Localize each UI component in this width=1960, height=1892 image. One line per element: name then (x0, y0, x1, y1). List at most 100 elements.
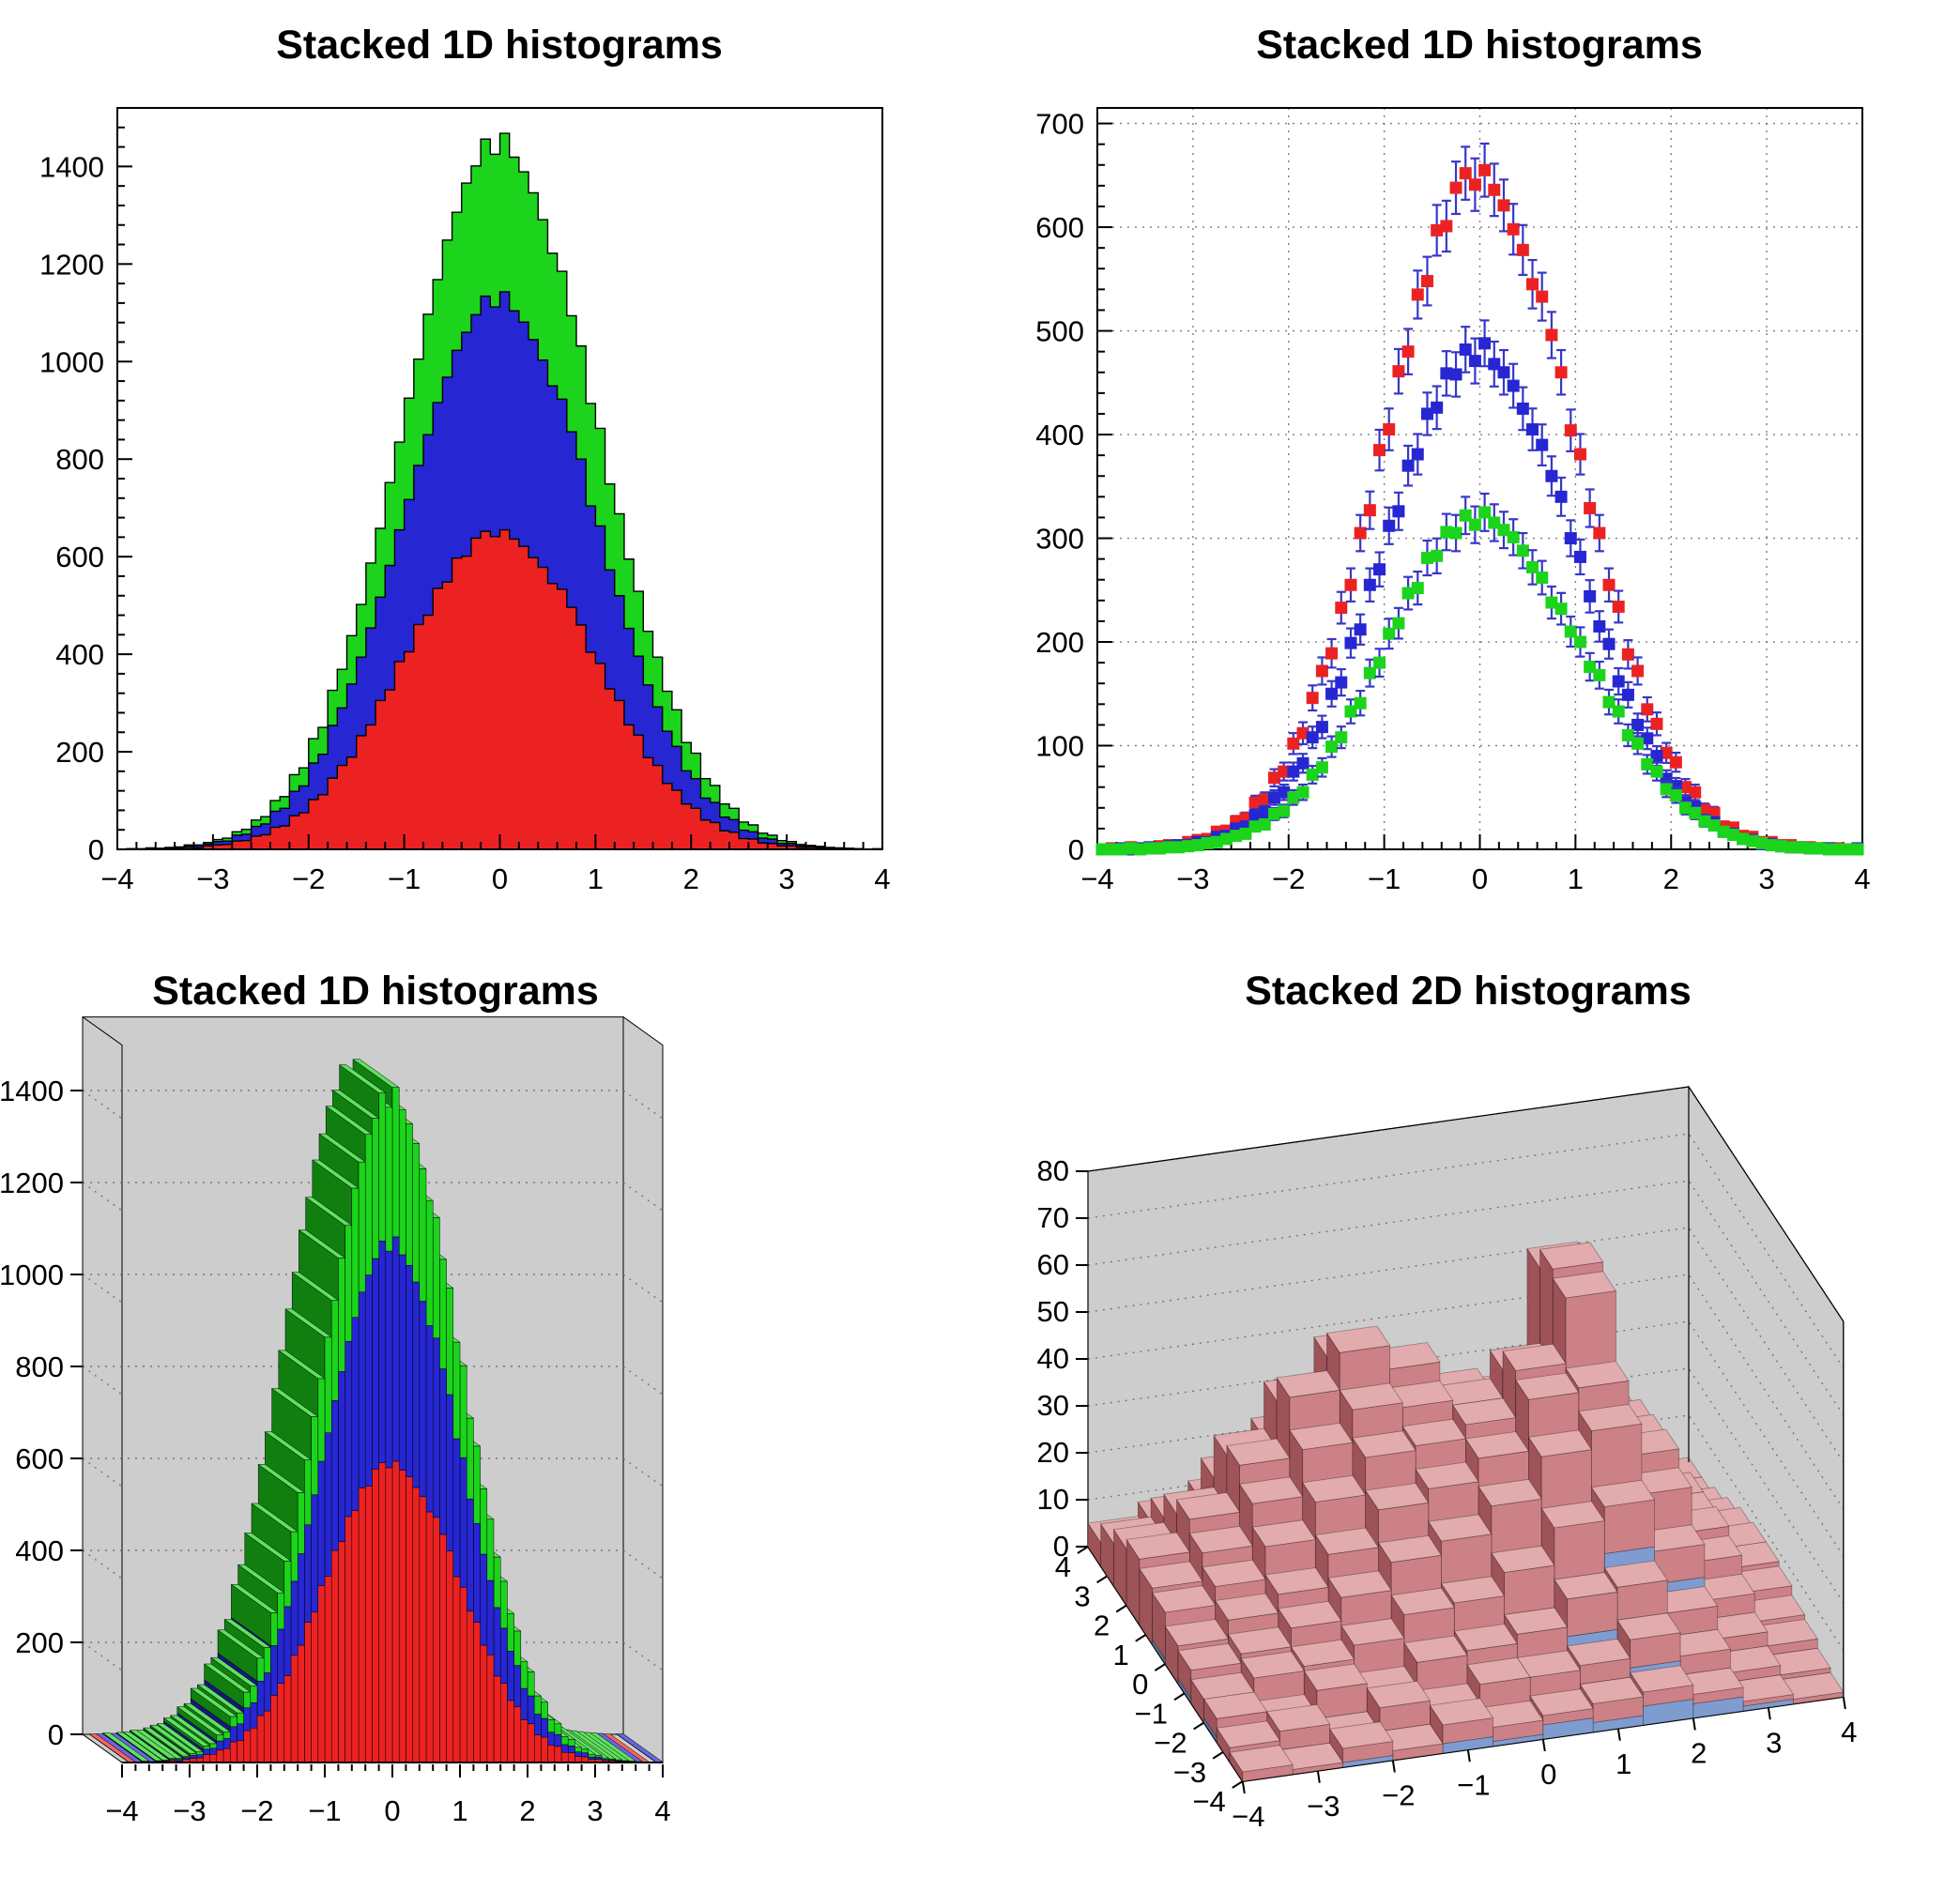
series-h2 (1095, 319, 1864, 856)
svg-text:−3: −3 (196, 862, 229, 895)
svg-text:0: 0 (492, 862, 508, 895)
svg-text:1: 1 (588, 862, 604, 895)
svg-text:800: 800 (15, 1350, 64, 1383)
axes: −4 −3 −2 −1 0 1 2 3 4 0 100 200 300 400 500 600 700 (1035, 107, 1871, 895)
svg-text:−3: −3 (1307, 1790, 1340, 1823)
svg-text:60: 60 (1037, 1248, 1069, 1281)
svg-text:−1: −1 (388, 862, 421, 895)
svg-text:−2: −2 (1272, 862, 1305, 895)
svg-text:0: 0 (1132, 1668, 1148, 1701)
x-axis: −4 −3 −2 −1 0 1 2 3 4 (105, 1762, 671, 1827)
box-edges (1087, 1086, 1845, 1697)
svg-text:1: 1 (1568, 862, 1584, 895)
svg-text:3: 3 (587, 1794, 603, 1827)
svg-text:40: 40 (1037, 1342, 1069, 1375)
svg-text:3: 3 (1074, 1579, 1090, 1612)
pad-3-title: Stacked 1D histograms (152, 969, 599, 1014)
svg-text:−2: −2 (240, 1794, 273, 1827)
z-axis: 0 200 400 600 800 1000 1200 1400 (0, 1075, 83, 1751)
svg-text:−2: −2 (1382, 1779, 1415, 1812)
svg-text:−2: −2 (292, 862, 325, 895)
svg-text:−3: −3 (173, 1794, 206, 1827)
pad-4-title: Stacked 2D histograms (1245, 969, 1692, 1014)
svg-text:3: 3 (779, 862, 795, 895)
svg-text:20: 20 (1037, 1436, 1069, 1469)
svg-text:600: 600 (1035, 211, 1084, 244)
svg-text:100: 100 (1035, 730, 1084, 763)
svg-text:0: 0 (384, 1794, 400, 1827)
svg-text:1400: 1400 (0, 1075, 64, 1107)
chart-markers-errors: −4 −3 −2 −1 0 1 2 3 4 0 100 200 300 400 500 600 700 (1035, 107, 1871, 895)
svg-text:2: 2 (1663, 862, 1679, 895)
svg-text:30: 30 (1037, 1389, 1069, 1422)
svg-text:2: 2 (1691, 1737, 1707, 1770)
pad-markers-errors: −4 −3 −2 −1 0 1 2 3 4 0 100 200 300 400 500 600 700 Stac… (980, 0, 1960, 946)
svg-text:3: 3 (1759, 862, 1775, 895)
svg-text:1200: 1200 (0, 1167, 64, 1199)
svg-text:300: 300 (1035, 523, 1084, 556)
layer-h1 (117, 528, 882, 850)
svg-text:1400: 1400 (39, 150, 104, 183)
svg-text:0: 0 (1472, 862, 1488, 895)
svg-text:50: 50 (1037, 1295, 1069, 1328)
svg-text:1200: 1200 (39, 248, 104, 281)
svg-text:400: 400 (15, 1534, 64, 1567)
svg-text:600: 600 (15, 1442, 64, 1475)
svg-text:−4: −4 (1192, 1785, 1225, 1818)
svg-text:800: 800 (55, 443, 104, 476)
svg-text:1000: 1000 (39, 345, 104, 378)
svg-text:−4: −4 (100, 862, 133, 895)
chart-stacked-filled: −4 −3 −2 −1 0 1 2 3 4 0 200 400 600 800 1000 1200 1400 (39, 107, 891, 895)
lego-bars (88, 1059, 664, 1763)
svg-text:1000: 1000 (0, 1259, 64, 1291)
svg-text:0: 0 (1053, 1530, 1069, 1563)
svg-text:0: 0 (1540, 1758, 1556, 1791)
svg-text:−1: −1 (1135, 1697, 1168, 1730)
svg-text:−4: −4 (105, 1794, 138, 1827)
grid (1096, 108, 1863, 850)
svg-text:−3: −3 (1176, 862, 1209, 895)
svg-text:1: 1 (1615, 1747, 1631, 1780)
svg-text:2: 2 (1094, 1610, 1110, 1642)
svg-text:−1: −1 (1457, 1768, 1490, 1801)
svg-text:2: 2 (519, 1794, 535, 1827)
svg-text:80: 80 (1037, 1154, 1069, 1187)
svg-text:−2: −2 (1154, 1727, 1187, 1760)
lego2d-bars (1087, 1241, 1845, 1783)
svg-text:400: 400 (1035, 419, 1084, 451)
svg-text:10: 10 (1037, 1483, 1069, 1516)
svg-text:0: 0 (88, 833, 104, 866)
svg-text:0: 0 (1068, 833, 1084, 866)
svg-text:4: 4 (1841, 1716, 1857, 1748)
pad-1-title: Stacked 1D histograms (276, 23, 723, 68)
z-axis: 0 10 20 30 40 50 60 70 80 (1037, 1154, 1089, 1563)
svg-text:4: 4 (1055, 1550, 1071, 1583)
svg-text:−4: −4 (1232, 1800, 1264, 1833)
svg-text:500: 500 (1035, 315, 1084, 348)
svg-text:200: 200 (55, 736, 104, 769)
svg-text:4: 4 (1854, 862, 1870, 895)
svg-text:70: 70 (1037, 1201, 1069, 1234)
svg-text:−3: −3 (1173, 1756, 1206, 1789)
svg-text:2: 2 (683, 862, 699, 895)
pad-stack-filled: −4 −3 −2 −1 0 1 2 3 4 0 200 400 600 800 1000 1200 1400 S… (0, 0, 980, 946)
svg-text:−4: −4 (1080, 862, 1113, 895)
pad-stack-lego: 0 200 400 600 800 1000 1200 1400 −4 −3 −2 −1 0 1 2 3 4 S… (0, 946, 980, 1892)
svg-text:600: 600 (55, 541, 104, 573)
svg-text:0: 0 (48, 1718, 64, 1751)
svg-text:200: 200 (15, 1626, 64, 1659)
svg-text:400: 400 (55, 638, 104, 671)
svg-text:3: 3 (1766, 1726, 1782, 1759)
svg-text:4: 4 (654, 1794, 670, 1827)
pad-stack-lego-2d: 0 10 20 30 40 50 60 70 80 −4 −3 −2 −1 0 1 2 3 4 −4 −3 −2 −1 0 1… (980, 946, 1960, 1892)
stack-layers (117, 132, 883, 850)
svg-text:4: 4 (874, 862, 890, 895)
chart-stacked-lego: 0 200 400 600 800 1000 1200 1400 −4 −3 −2 −1 0 1 2 3 4 (0, 1015, 671, 1827)
svg-text:700: 700 (1035, 108, 1084, 141)
svg-text:1: 1 (452, 1794, 467, 1827)
axes: −4 −3 −2 −1 0 1 2 3 4 0 200 400 600 800 1000 1200 1400 (39, 107, 891, 895)
series-h3 (1095, 492, 1864, 856)
svg-text:−1: −1 (308, 1794, 341, 1827)
pad-2-title: Stacked 1D histograms (1256, 23, 1703, 68)
